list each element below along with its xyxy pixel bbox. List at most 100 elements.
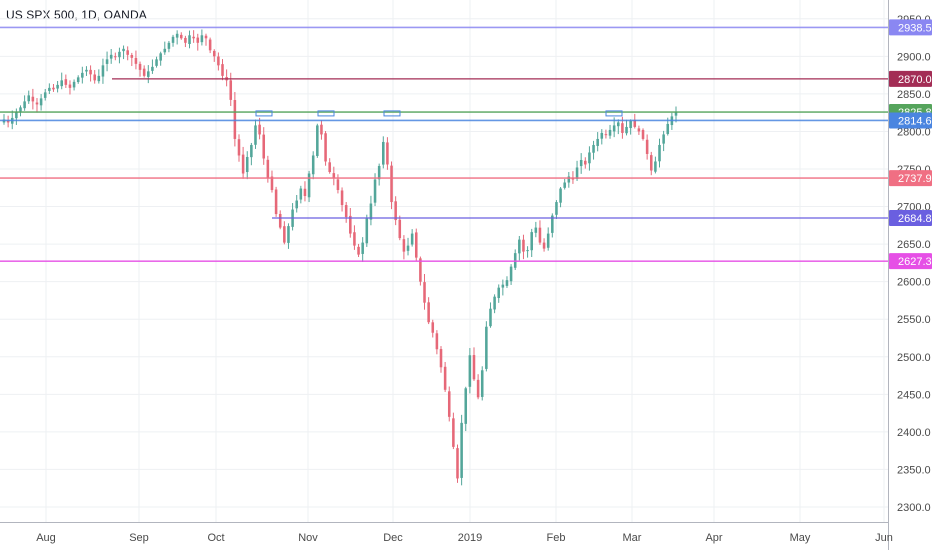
- candle-body: [534, 227, 538, 233]
- candle-body: [414, 232, 418, 258]
- candle-body: [439, 349, 443, 368]
- x-tick-label: Apr: [705, 532, 722, 544]
- candle-body: [600, 132, 604, 139]
- candle-body: [584, 160, 587, 165]
- candle-body: [662, 134, 665, 144]
- candle-body: [167, 42, 171, 49]
- candle-body: [551, 215, 554, 233]
- candle-body: [287, 226, 290, 243]
- candle-body: [608, 129, 612, 136]
- resistance-marker: [317, 110, 335, 117]
- candle-body: [509, 266, 513, 282]
- candle-body: [538, 227, 542, 243]
- candle-body: [394, 201, 397, 221]
- candle-body: [192, 36, 195, 39]
- x-tick-label: Feb: [547, 532, 566, 544]
- candle-body: [402, 239, 406, 252]
- candle-body: [361, 242, 364, 254]
- candle-body: [27, 95, 31, 102]
- candle-body: [435, 333, 439, 350]
- candle-body: [221, 64, 224, 76]
- y-tick-label: 2600.0: [897, 277, 931, 289]
- candle-body: [122, 48, 125, 52]
- candle-body: [645, 139, 649, 154]
- x-tick-label: Oct: [207, 532, 224, 544]
- y-tick-label: 2500.0: [897, 352, 931, 364]
- candle-body: [542, 242, 546, 249]
- candle-body: [398, 219, 402, 239]
- candle-body: [274, 189, 278, 215]
- candle-body: [369, 203, 373, 220]
- candle-body: [23, 101, 26, 109]
- candle-body: [245, 156, 249, 173]
- candle-body: [588, 152, 591, 164]
- candle-body: [142, 68, 146, 76]
- candle-body: [596, 138, 599, 146]
- price-badge: [889, 112, 932, 129]
- candle-body: [299, 188, 303, 200]
- candle-body: [241, 154, 245, 174]
- candle-body: [19, 107, 22, 112]
- candle-body: [258, 124, 261, 135]
- y-tick-label: 2850.0: [897, 89, 931, 101]
- candle-body: [171, 36, 175, 43]
- candle-body: [72, 81, 76, 88]
- candle-body: [229, 80, 233, 100]
- candle-body: [159, 53, 162, 61]
- candle-body: [621, 123, 624, 133]
- candle-body: [89, 69, 92, 75]
- candle-body: [262, 134, 266, 159]
- candle-body: [472, 355, 476, 380]
- candle-body: [476, 379, 480, 398]
- candle-body: [546, 233, 550, 248]
- candle-body: [81, 72, 84, 78]
- candle-body: [35, 102, 39, 105]
- x-tick-label: Dec: [383, 532, 403, 544]
- candle-body: [93, 74, 96, 81]
- candle-body: [43, 92, 47, 98]
- candle-body: [52, 87, 55, 90]
- candle-body: [464, 388, 468, 424]
- candle-body: [184, 37, 187, 43]
- candle-body: [526, 250, 529, 252]
- candle-body: [604, 134, 608, 136]
- candle-body: [637, 128, 641, 132]
- candle-body: [674, 111, 678, 116]
- candle-body: [68, 84, 72, 88]
- candle-body: [406, 245, 410, 251]
- x-tick-label: Nov: [298, 532, 318, 544]
- candle-body: [340, 190, 344, 206]
- candle-body: [311, 155, 315, 175]
- candle-body: [196, 37, 200, 43]
- candle-body: [64, 79, 68, 85]
- candle-body: [658, 144, 661, 162]
- candle-body: [365, 218, 369, 244]
- candle-body: [56, 84, 59, 89]
- candle-body: [60, 80, 63, 87]
- price-badge-label: 2938.5: [898, 22, 932, 34]
- candle-body: [332, 173, 336, 179]
- candle-body: [390, 165, 393, 203]
- price-badge: [889, 70, 932, 87]
- candle-body: [612, 125, 616, 132]
- y-tick-label: 2800.0: [897, 126, 931, 138]
- candle-body: [505, 280, 509, 286]
- candle-body: [419, 258, 422, 282]
- candle-body: [250, 144, 253, 158]
- candle-body: [641, 129, 645, 139]
- candle-body: [344, 205, 348, 218]
- y-tick-label: 2450.0: [897, 389, 931, 401]
- candle-body: [410, 233, 414, 245]
- candle-body: [563, 182, 566, 188]
- candle-body: [427, 302, 430, 323]
- candle-body: [575, 167, 579, 179]
- x-tick-label: 2019: [458, 532, 482, 544]
- candle-body: [278, 213, 282, 228]
- candle-body: [147, 71, 150, 77]
- price-badge: [889, 209, 932, 226]
- candle-body: [101, 65, 105, 77]
- candle-body: [307, 173, 311, 198]
- candle-body: [559, 188, 562, 203]
